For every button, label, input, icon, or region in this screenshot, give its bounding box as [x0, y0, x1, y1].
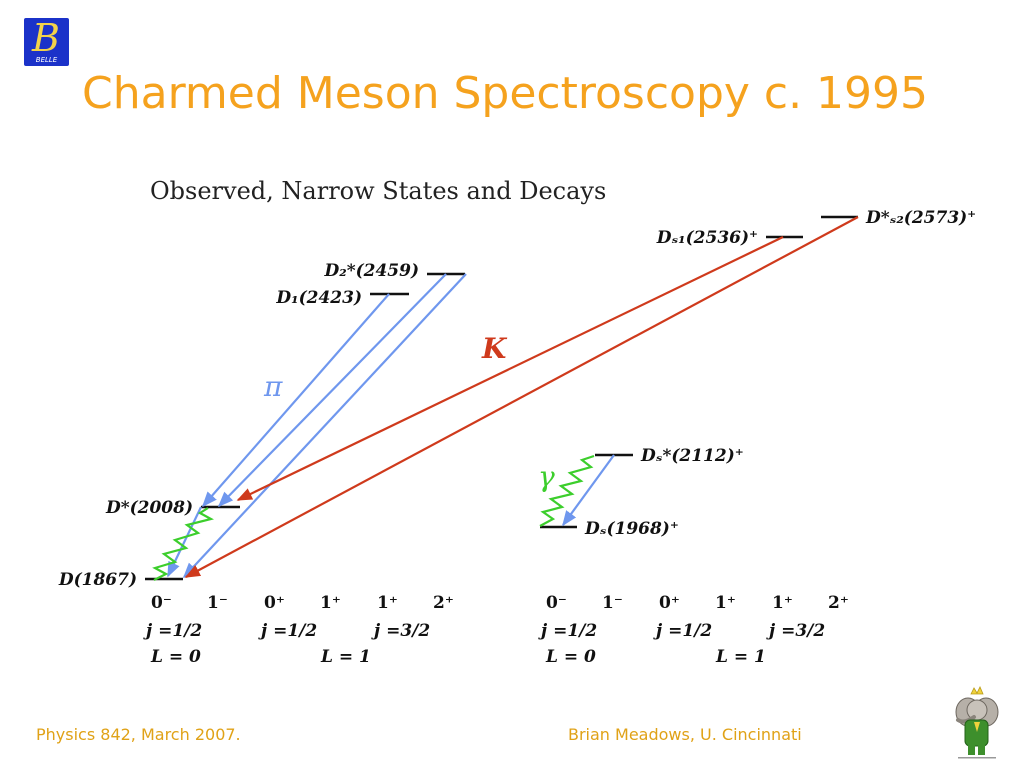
level-dsstar2112-label: Dₛ*(2112)⁺ [640, 446, 744, 466]
level-ds1968-label: Dₛ(1968)⁺ [584, 519, 679, 539]
pi-arrow-dsstar-to-ds [562, 454, 615, 527]
jp-label: 0⁺ [264, 593, 285, 613]
j-label: j =1/2 [143, 621, 202, 641]
logo-glyph: B [32, 16, 60, 60]
k-label: K [481, 332, 508, 365]
diagram-heading: Observed, Narrow States and Decays [150, 177, 606, 205]
jp-label: 1⁺ [715, 593, 736, 613]
l-label: L = 0 [545, 647, 596, 667]
level-ds1-2536-label: Dₛ₁(2536)⁺ [656, 228, 758, 248]
pi-arrow-d1-to-dstar [201, 293, 390, 508]
jp-label: 0⁺ [659, 593, 680, 613]
j-label: j =1/2 [258, 621, 317, 641]
jp-label: 1⁻ [207, 593, 228, 613]
j-label: j =3/2 [766, 621, 825, 641]
elephant-mascot-icon [955, 686, 999, 759]
gamma-wave-dsstar-to-ds [539, 454, 595, 527]
logo-label: BELLE [35, 56, 58, 64]
l-label: L = 1 [715, 647, 766, 667]
slide-title: Charmed Meson Spectroscopy c. 1995 [82, 68, 929, 119]
gamma-label: γ [538, 460, 555, 493]
level-ds2star2573-label: D*ₛ₂(2573)⁺ [865, 208, 976, 228]
level-d1-2423-label: D₁(2423) [275, 288, 362, 308]
j-label: j =1/2 [538, 621, 597, 641]
l-label: L = 1 [320, 647, 371, 667]
k-arrow-ds1-to-dstar [236, 236, 784, 501]
level-d1867-label: D(1867) [58, 570, 137, 590]
l-label: L = 0 [150, 647, 201, 667]
jp-label: 1⁺ [377, 593, 398, 613]
pi-arrow-dstar-to-d [167, 506, 202, 578]
pi-arrow-d2-to-d [182, 273, 467, 579]
j-label: j =1/2 [653, 621, 712, 641]
footer-author: Brian Meadows, U. Cincinnati [568, 725, 802, 744]
k-arrow-ds2-to-d [184, 216, 859, 578]
footer-course: Physics 842, March 2007. [36, 725, 241, 744]
jp-label: 1⁺ [320, 593, 341, 613]
gamma-wave-dstar-to-d [152, 507, 215, 581]
jp-label: 1⁻ [602, 593, 623, 613]
jp-label: 2⁺ [433, 593, 454, 613]
belle-logo: B BELLE [24, 16, 69, 66]
j-label: j =3/2 [371, 621, 430, 641]
jp-label: 0⁻ [546, 593, 567, 613]
jp-label: 1⁺ [772, 593, 793, 613]
jp-label: 2⁺ [828, 593, 849, 613]
level-d2star2459-label: D₂*(2459) [324, 261, 419, 281]
pi-arrow-d2-to-dstar [217, 273, 447, 508]
level-dstar2008-label: D*(2008) [105, 498, 193, 518]
pi-label: π [263, 370, 283, 403]
jp-label: 0⁻ [151, 593, 172, 613]
